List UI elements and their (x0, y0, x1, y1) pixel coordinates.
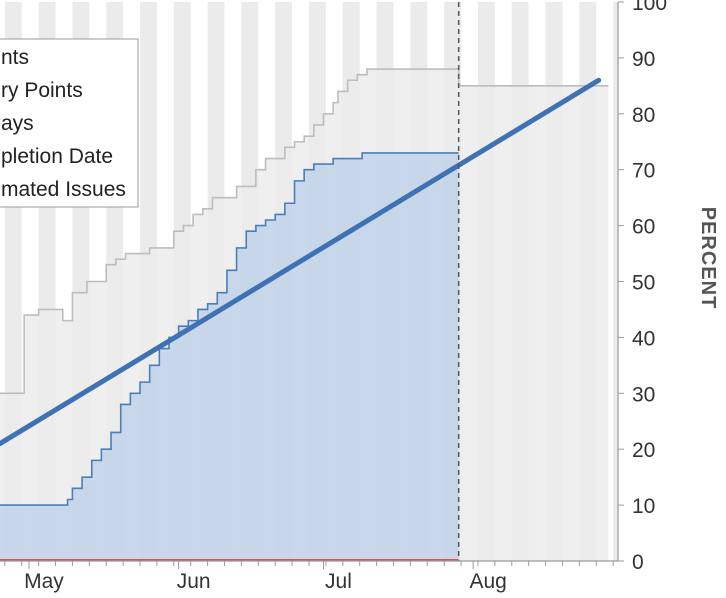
legend-item: nts (1, 46, 29, 69)
area-fills (0, 69, 609, 561)
completed-area (0, 152, 459, 561)
x-tick-label: Jun (177, 570, 211, 593)
y-axis-label: PERCENT (697, 207, 719, 310)
y-tick-label: 50 (632, 272, 655, 295)
legend-item: mated Issues (1, 178, 126, 201)
legend: nts ry Points ays pletion Date mated Issues (0, 38, 139, 208)
legend-item: ry Points (1, 79, 83, 102)
x-tick-label: May (24, 570, 64, 593)
x-tick-label: Aug (469, 570, 506, 593)
legend-box (0, 38, 139, 208)
completed-line (0, 152, 459, 506)
y-tick-label: 80 (632, 104, 655, 127)
legend-item: pletion Date (1, 145, 113, 168)
y-axis-ticks: 0 10 20 30 40 50 60 70 80 90 100 (618, 0, 667, 574)
grid-band (613, 2, 618, 561)
y-tick-label: 70 (632, 160, 655, 183)
scope-line (0, 68, 609, 395)
y-tick-label: 100 (632, 0, 667, 15)
y-tick-label: 90 (632, 48, 655, 71)
x-tick-label: Jul (325, 570, 352, 593)
completion-trend-line (0, 77, 602, 447)
y-tick-label: 20 (632, 439, 655, 462)
y-tick-label: 0 (632, 551, 644, 574)
y-tick-label: 40 (632, 327, 655, 350)
series-lines (0, 2, 609, 561)
legend-item: ays (1, 112, 34, 135)
y-tick-label: 60 (632, 216, 655, 239)
y-tick-label: 30 (632, 383, 655, 406)
y-tick-label: 10 (632, 495, 655, 518)
x-axis-ticks: May Jun Jul Aug (4, 561, 614, 593)
